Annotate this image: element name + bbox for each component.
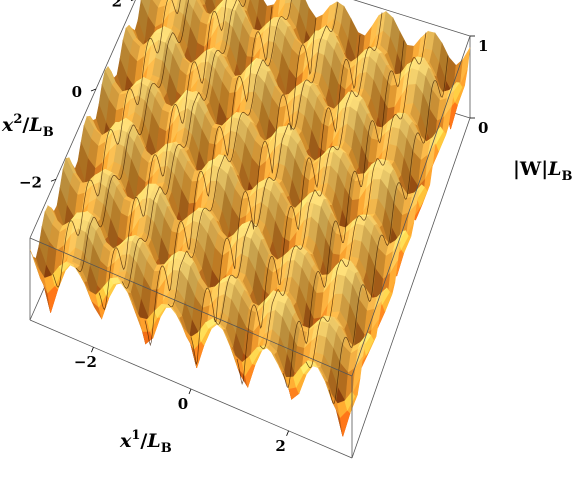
- axis-ticks: −2 0 2 −2 0 2 0 1: [19, 0, 488, 455]
- mesh-line: [282, 40, 405, 389]
- mesh-line: [305, 32, 427, 369]
- x-tick-mark: [188, 388, 192, 395]
- box-edge-front-1: [351, 117, 471, 459]
- z-tick-label: 1: [478, 37, 488, 55]
- box-edge-front-4: [351, 35, 471, 377]
- mesh-line: [213, 1, 339, 325]
- mesh-line: [98, 0, 227, 311]
- x-axis-label: x1/LB: [119, 428, 172, 456]
- mesh-line: [167, 0, 292, 308]
- mesh-line: [259, 12, 383, 349]
- box-edge-front-3: [29, 237, 353, 377]
- mesh-line: [75, 0, 190, 273]
- mesh-line: [236, 34, 361, 385]
- mesh-line: [144, 6, 273, 347]
- box-edge-back-3: [353, 0, 471, 37]
- y-tick-label: 0: [72, 83, 82, 101]
- y-tick-mark: [50, 178, 57, 182]
- y-tick-mark: [130, 0, 134, 2]
- x-tick-mark: [286, 430, 289, 436]
- x-tick-label: −2: [74, 353, 97, 371]
- mesh-line: [52, 0, 181, 288]
- y-axis-label: x2/LB: [1, 112, 54, 140]
- x-tick-mark: [91, 347, 94, 353]
- y-tick-label: 2: [112, 0, 122, 11]
- y-tick-mark: [90, 88, 97, 92]
- z-axis-label: |W|LB: [513, 158, 573, 184]
- mesh-line: [121, 0, 247, 289]
- surface-mesh: [29, 0, 471, 437]
- y-tick-label: −2: [19, 173, 42, 191]
- x-tick-label: 2: [275, 437, 285, 455]
- mesh-line: [328, 55, 449, 404]
- mesh-line: [190, 18, 317, 365]
- x-tick-label: 0: [178, 395, 188, 413]
- z-tick-label: 0: [478, 119, 488, 137]
